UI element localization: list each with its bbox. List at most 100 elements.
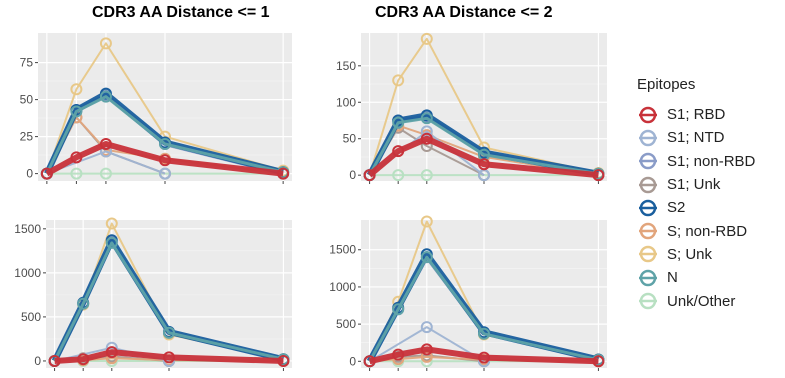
chart-panel-top-right: 0 50 100 150 [336,32,607,184]
data-point [105,346,118,359]
y-tick-label: 0 [349,168,356,182]
y-tick-label: 1000 [329,280,356,294]
legend-label: Unk/Other [667,292,736,310]
data-point [159,138,171,150]
data-point [70,105,83,118]
data-point [99,37,112,50]
legend-label: S2 [667,199,686,217]
data-point [392,145,405,158]
data-point [105,217,118,230]
data-point [48,354,61,367]
legend-title: Epitopes [637,76,696,93]
data-point [163,351,175,364]
series-line-n [53,241,284,362]
data-point [478,327,490,340]
series-line-s1-rbd [45,141,284,177]
data-point [277,167,290,180]
data-point [99,90,112,103]
data-point [592,355,605,368]
legend-item: S; non-RBD [637,219,755,242]
y-tick-label: 75 [20,56,34,70]
legend-items: S1; RBD S1; NTD S1; non-RBD S1; Unk S2 S; non… [637,103,755,313]
legend-item: Unk/Other [637,289,755,312]
y-tick-label: 0 [34,354,41,368]
data-point [420,169,433,182]
legend-key-icon [639,246,657,263]
legend-label: S1; NTD [667,129,725,147]
data-point [420,215,433,228]
legend-key-icon [639,292,657,310]
data-point [392,348,405,361]
series-line-s1-rbd [367,135,599,179]
series-line-s1-ntd [46,150,166,175]
data-point [77,297,90,310]
data-point [70,151,83,164]
y-tick-label: 500 [336,317,356,331]
y-tick-label: 500 [21,310,41,324]
chart-panel-bottom-left: 0 500 1000 1500 [14,217,292,371]
data-point [70,167,83,180]
series-line-s-unk [368,37,599,176]
data-point [40,167,53,180]
data-point [392,169,405,182]
data-point [420,321,433,334]
data-point [99,167,112,180]
chart-panel-top-left: 0 25 50 75 [20,33,292,184]
y-tick-label: 100 [336,95,356,109]
legend-key-icon [639,269,657,286]
y-tick-label: 0 [26,167,33,181]
legend-key-icon [639,176,657,193]
legend-key-icon [639,152,657,170]
series-line-s-unk [45,42,284,174]
y-tick-label: 1500 [14,222,41,236]
legend-item: S1; non-RBD [637,150,755,173]
legend-item: S2 [637,196,755,219]
y-tick-label: 1000 [14,266,41,280]
y-tick-label: 50 [20,93,34,107]
data-point [420,32,433,45]
legend-label: N [667,269,678,287]
chart-title-left: CDR3 AA Distance <= 1 [92,4,270,21]
legend-key-icon [639,199,657,217]
data-point [392,74,405,87]
legend-key-icon [639,129,657,147]
data-point [420,343,433,356]
legend-item: N [637,266,755,289]
chart-title-right: CDR3 AA Distance <= 2 [375,4,553,21]
y-tick-label: 0 [349,354,356,368]
data-point [392,303,405,316]
legend-label: S1; RBD [667,106,726,124]
y-tick-label: 150 [336,59,356,73]
data-point [420,112,433,125]
data-point [592,169,605,182]
series-line-n [368,255,599,363]
legend-label: S1; non-RBD [667,152,756,170]
legend-item: S1; NTD [637,126,755,149]
series-line-n [45,95,284,175]
data-point [159,167,171,180]
data-point [99,138,112,150]
data-point [277,354,290,367]
data-point [363,355,376,368]
chart-panel-bottom-right: 0 500 1000 1500 [329,215,607,371]
data-point [70,83,83,96]
data-point [420,251,433,264]
data-point [159,154,171,167]
legend-key-icon [639,106,657,123]
series-line-s1-ntd [369,326,485,363]
data-point [478,158,490,171]
legend: Epitopes S1; RBD S1; NTD S1; non-RBD S1; Un… [637,76,755,313]
legend-label: S1; Unk [667,176,721,194]
y-tick-label: 1500 [329,243,356,257]
series-line-s1-rbd [54,349,284,364]
legend-label: S; Unk [667,245,713,263]
data-point [163,326,175,339]
legend-label: S; non-RBD [667,222,748,240]
data-point [392,116,405,129]
data-point [77,353,90,366]
legend-item: S1; RBD [637,103,755,126]
series-line-n [368,116,599,176]
legend-key-icon [639,222,657,240]
y-tick-label: 25 [20,130,34,144]
legend-item: S1; Unk [637,173,755,196]
